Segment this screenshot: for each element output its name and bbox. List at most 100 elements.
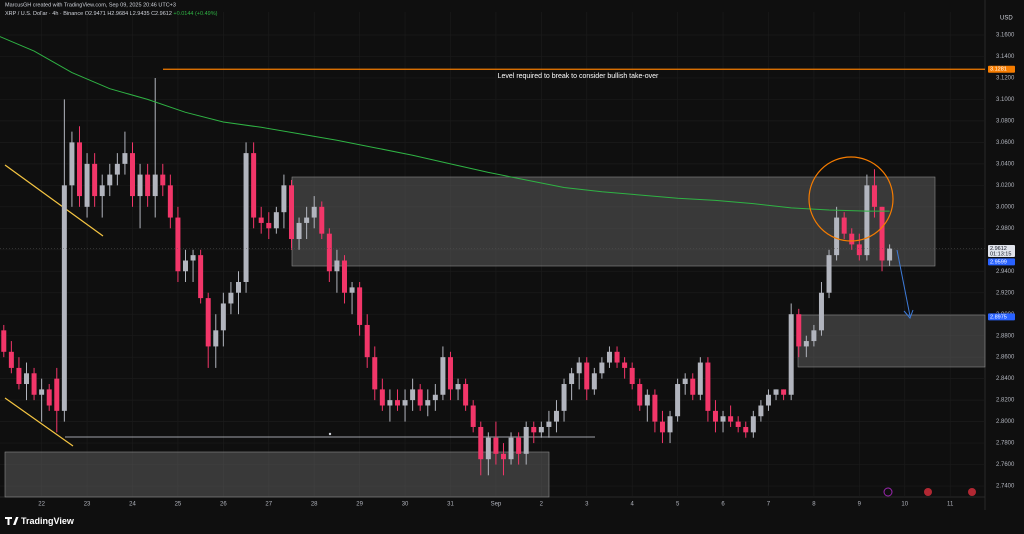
candle-body — [644, 394, 650, 406]
y-tick-label: 2.9400 — [996, 269, 1015, 275]
author: MarcusGH created with TradingView.com, S… — [5, 2, 176, 8]
candle-body — [864, 185, 870, 256]
candle-body — [129, 153, 135, 197]
x-tick-label: 10 — [901, 502, 908, 508]
x-tick-label: 4 — [631, 502, 635, 508]
candle-body — [818, 292, 824, 331]
candle-body — [198, 255, 204, 299]
x-tick-label: 27 — [265, 502, 272, 508]
trend-line — [4, 164, 104, 237]
highlight-circle — [808, 156, 894, 242]
low: L2.9435 — [130, 11, 150, 17]
y-tick-label: 2.8800 — [996, 333, 1015, 339]
open: O2.9471 — [85, 11, 106, 17]
arrow — [896, 249, 911, 317]
candle-body — [182, 260, 188, 272]
candle-body — [584, 362, 590, 390]
candle-body — [266, 222, 272, 229]
candle-body — [887, 248, 893, 261]
y-tick-label: 2.8400 — [996, 376, 1015, 382]
candle-body — [765, 394, 771, 406]
y-tick-label: 3.1600 — [996, 33, 1015, 39]
candle-body — [16, 367, 22, 385]
candle-body — [167, 185, 173, 218]
price-tag-label: 3.1281 — [990, 67, 1007, 73]
candle-body — [122, 153, 128, 164]
candle-body — [379, 389, 385, 406]
candle-body — [788, 314, 794, 395]
candle-body — [258, 217, 264, 223]
event-icon — [924, 488, 932, 496]
y-tick-label: 3.0600 — [996, 140, 1015, 146]
candle-body — [652, 394, 658, 422]
candle-body — [205, 298, 211, 347]
y-tick-label: 3.0200 — [996, 183, 1015, 189]
marker — [328, 432, 332, 436]
candle-body — [31, 373, 37, 395]
annotation: Level required to break to consider bull… — [498, 73, 659, 80]
x-tick-label: 6 — [721, 502, 725, 508]
price-tag — [988, 313, 1015, 321]
y-tick-label: 2.8200 — [996, 398, 1015, 404]
candle-body — [553, 410, 559, 422]
x-tick-label: 24 — [129, 502, 136, 508]
y-tick-label: 3.0400 — [996, 161, 1015, 167]
candle-body — [463, 384, 469, 406]
moving-average — [0, 36, 890, 212]
x-tick-label: Sep — [491, 502, 502, 508]
x-tick-label: 26 — [220, 502, 227, 508]
candle-body — [758, 405, 764, 417]
candle-body — [160, 174, 166, 186]
candle-body — [54, 378, 60, 411]
candle-body — [281, 185, 287, 213]
x-tick-label: 7 — [767, 502, 771, 508]
candle-body — [39, 389, 45, 395]
candle-body — [531, 426, 537, 433]
candle-body — [228, 292, 234, 304]
y-tick-label: 2.8600 — [996, 355, 1015, 361]
candle-body — [834, 217, 840, 256]
candle-body — [781, 389, 787, 395]
candle-body — [8, 351, 14, 368]
candle-body — [599, 362, 605, 374]
candle-body — [99, 185, 105, 197]
event-icon — [968, 488, 976, 496]
candle-body — [175, 217, 181, 272]
candle-body — [145, 174, 151, 197]
candle-body — [538, 426, 544, 433]
candle-body — [304, 217, 310, 223]
logo-text: TradingView — [21, 516, 75, 526]
candle-body — [288, 185, 294, 240]
change: +0.0144 (+0.49%) — [173, 11, 217, 17]
resistance-zone — [291, 176, 936, 267]
y-tick-label: 2.9800 — [996, 226, 1015, 232]
price-tag — [988, 65, 1015, 73]
x-tick-label: 23 — [84, 502, 91, 508]
candle-body — [705, 362, 711, 411]
candle-body — [190, 255, 196, 261]
candle-body — [576, 362, 582, 374]
y-tick-label: 2.7600 — [996, 462, 1015, 468]
candle-body — [114, 163, 120, 175]
candle-body — [341, 260, 347, 293]
x-tick-label: 25 — [175, 502, 182, 508]
candle-body — [561, 384, 567, 411]
candle-body — [326, 233, 332, 272]
candle-body — [470, 405, 476, 427]
candle-body — [213, 330, 219, 347]
candle-body — [493, 437, 499, 454]
candle-body — [84, 163, 90, 207]
candle-body — [107, 174, 113, 186]
candle-body — [220, 303, 226, 331]
candle-body — [273, 212, 279, 229]
symbol-name: XRP / U.S. Dollar · 4h · Binance — [5, 11, 83, 17]
candle-body — [803, 341, 809, 347]
candle-body — [387, 400, 393, 406]
price-tag-label: 2.8975 — [990, 314, 1007, 320]
candle-body — [811, 330, 817, 342]
candle-body — [667, 416, 673, 433]
candle-body — [92, 163, 98, 197]
candle-body — [152, 174, 158, 197]
candle-body — [319, 206, 325, 234]
